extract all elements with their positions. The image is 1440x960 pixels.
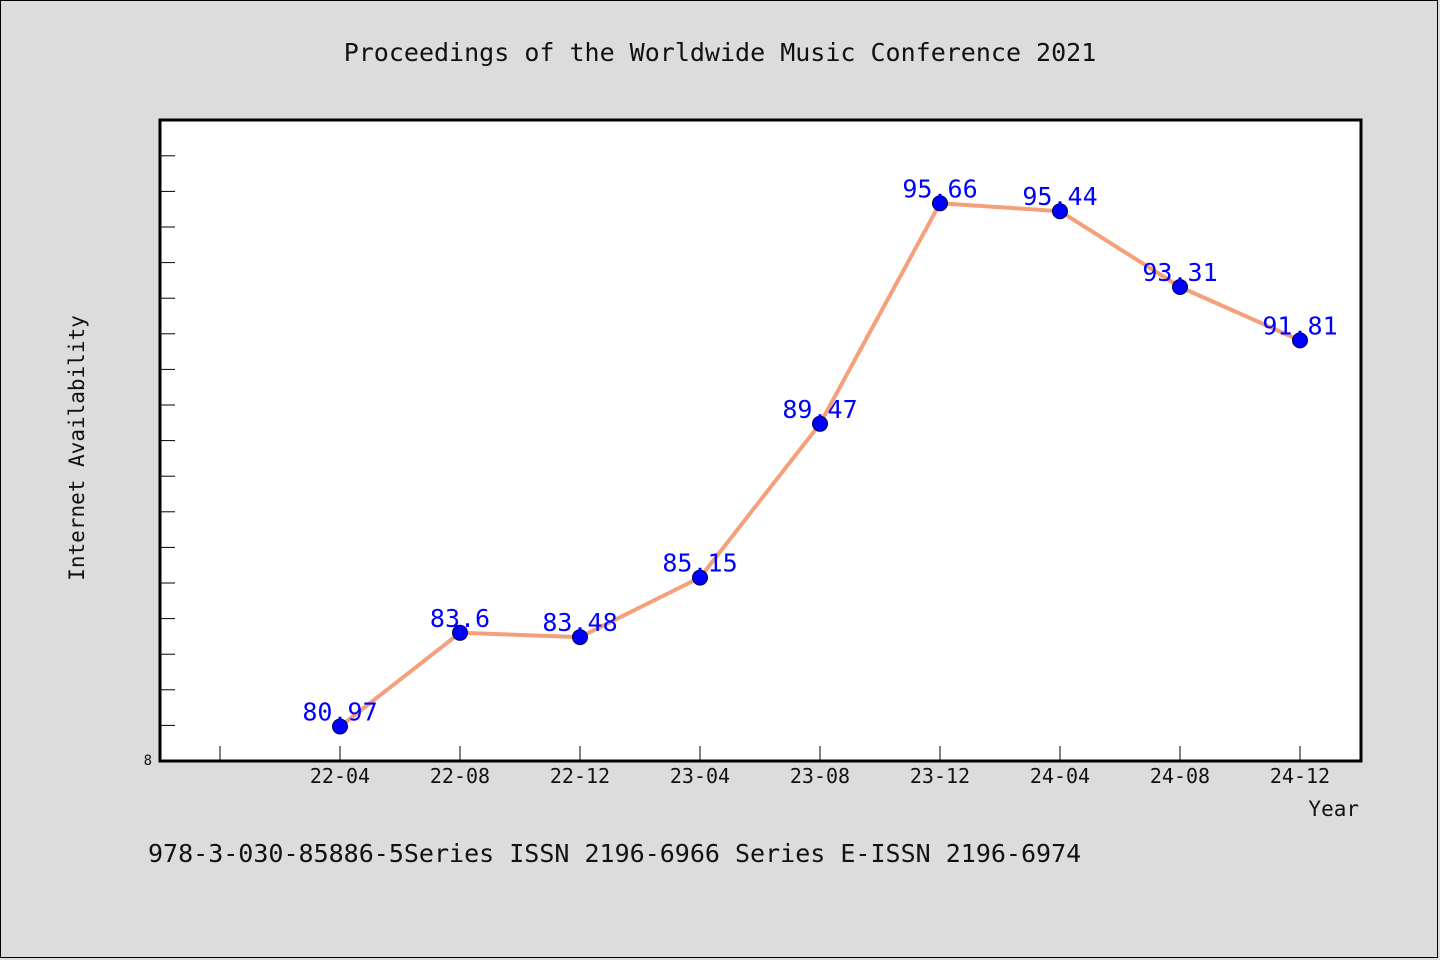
x-tick-label: 24-04 xyxy=(1030,764,1090,788)
data-label: 80.97 xyxy=(302,698,377,727)
data-label: 95.44 xyxy=(1022,182,1097,211)
data-label: 85.15 xyxy=(662,549,737,578)
data-labels: 80.97 83.6 83.48 85.15 89.47 95.66 95.44 93.31 9… xyxy=(302,174,1337,726)
y-axis-ticks xyxy=(160,155,175,726)
series-1 xyxy=(332,195,1308,735)
x-tick-label: 24-12 xyxy=(1270,764,1330,788)
x-axis-label: Year xyxy=(1308,797,1359,821)
data-label: 91.81 xyxy=(1262,311,1337,340)
data-point xyxy=(452,624,468,641)
data-point xyxy=(1052,203,1068,220)
footer-text: 978-3-030-85886-5Series ISSN 2196-6966 S… xyxy=(148,839,1081,868)
data-point xyxy=(812,415,828,432)
x-tick-labels: 22-04 22-08 22-12 23-04 23-08 23-12 24-04 24-08… xyxy=(310,764,1330,788)
x-tick-label: 23-08 xyxy=(790,764,850,788)
data-point xyxy=(932,195,948,212)
data-point xyxy=(1172,279,1188,295)
y-tick-label: 8 xyxy=(144,753,152,769)
plot-area xyxy=(158,118,1363,763)
data-point xyxy=(332,718,348,735)
y-axis-label: Internet Availability xyxy=(65,315,89,581)
data-label: 83.6 xyxy=(430,604,490,633)
data-point xyxy=(1292,332,1308,349)
chart-title: Proceedings of the Worldwide Music Confe… xyxy=(344,38,1097,67)
x-tick-label: 22-04 xyxy=(310,764,370,788)
x-axis-ticks xyxy=(219,746,1301,761)
data-label: 95.66 xyxy=(902,174,977,203)
data-point xyxy=(572,629,588,646)
data-point xyxy=(692,569,708,586)
x-tick-label: 23-04 xyxy=(670,764,730,788)
data-label: 93.31 xyxy=(1142,258,1217,287)
x-tick-label: 24-08 xyxy=(1150,764,1210,788)
x-tick-label: 23-12 xyxy=(910,764,970,788)
data-label: 83.48 xyxy=(542,608,617,637)
x-tick-label: 22-08 xyxy=(430,764,490,788)
data-label: 89.47 xyxy=(782,395,857,424)
x-tick-label: 22-12 xyxy=(550,764,610,788)
